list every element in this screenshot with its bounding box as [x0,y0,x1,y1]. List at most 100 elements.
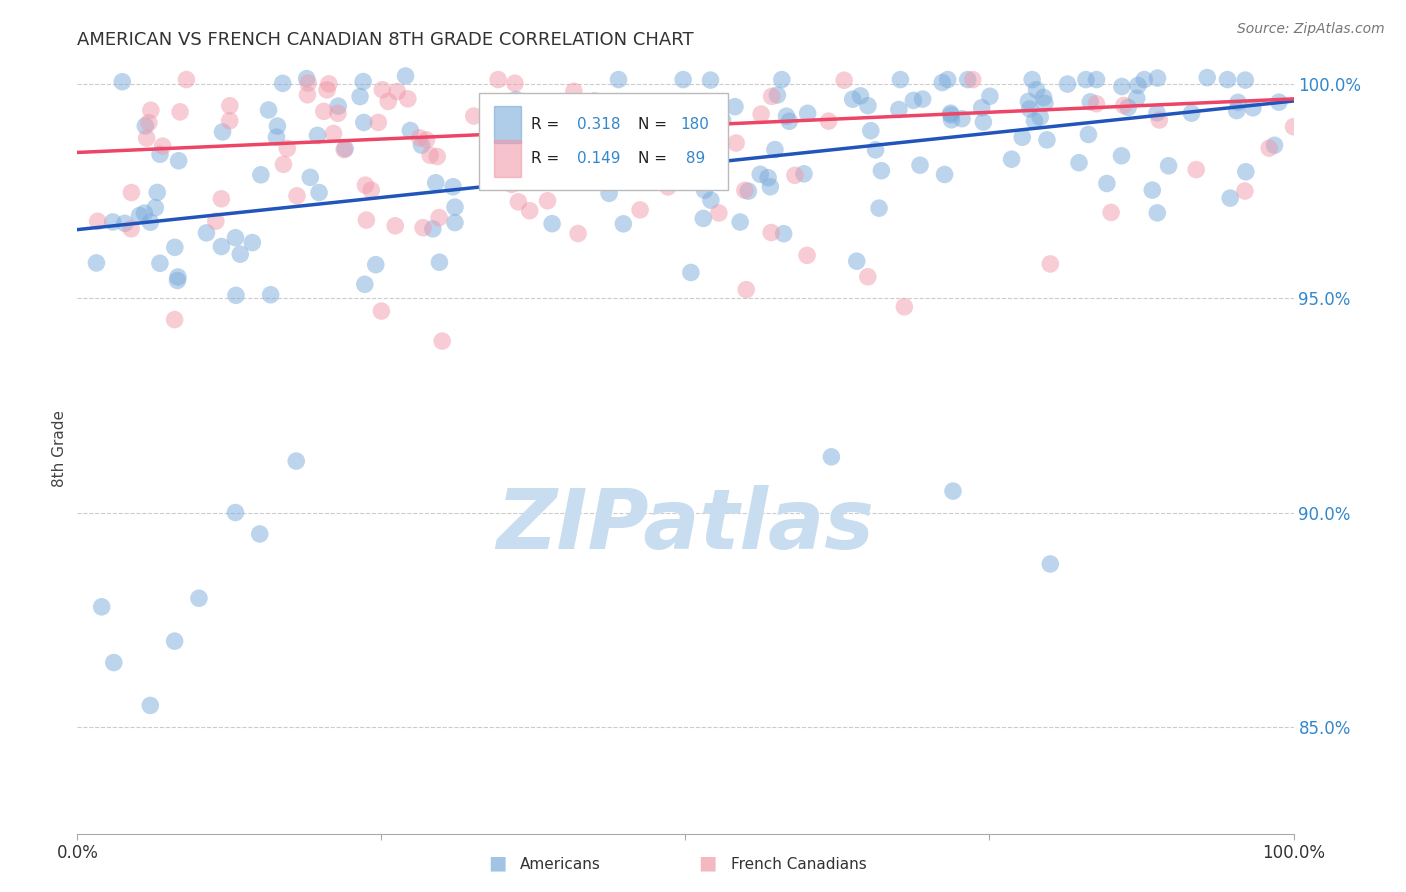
Point [578,162,600,177]
Point [699,73,721,87]
Point [1226,103,1249,118]
Point [326,106,349,120]
Point [711,113,734,128]
Point [725,136,748,150]
Point [845,254,868,268]
FancyBboxPatch shape [495,105,522,143]
Point [936,72,959,87]
Point [1018,102,1040,116]
Point [939,106,962,120]
Point [134,119,156,133]
Point [501,174,523,188]
Point [1146,71,1168,86]
Point [101,215,124,229]
Point [505,93,527,107]
Point [1078,95,1101,109]
Point [598,186,620,201]
Point [426,149,449,163]
Text: ZIPatlas: ZIPatlas [496,485,875,566]
Point [218,99,240,113]
Point [1039,257,1062,271]
Text: 0.318: 0.318 [578,117,620,132]
Text: AMERICAN VS FRENCH CANADIAN 8TH GRADE CORRELATION CHART: AMERICAN VS FRENCH CANADIAN 8TH GRADE CO… [77,31,695,49]
Point [908,158,931,172]
Point [856,99,879,113]
Point [166,273,188,287]
Point [502,161,524,175]
Point [384,219,406,233]
Text: N =: N = [638,117,672,132]
Point [134,206,156,220]
Point [1216,72,1239,87]
Point [761,226,783,240]
Point [623,134,645,148]
Point [515,111,537,125]
Text: R =: R = [531,152,564,167]
Point [1146,206,1168,220]
Point [394,69,416,83]
Point [770,72,793,87]
Point [1149,113,1171,128]
Point [508,194,530,209]
Point [167,270,190,285]
Point [1033,96,1056,111]
Point [427,211,450,225]
Point [316,83,339,97]
Point [1116,100,1139,114]
Point [353,277,375,292]
Point [111,75,134,89]
Point [612,217,634,231]
Point [724,100,747,114]
Point [249,527,271,541]
Point [149,147,172,161]
Point [387,85,409,99]
Point [218,113,240,128]
Point [176,72,198,87]
Text: Americans: Americans [520,857,602,872]
Point [1024,114,1046,128]
Point [793,167,815,181]
Point [1067,155,1090,169]
Point [903,94,925,108]
Point [666,155,689,169]
Point [887,103,910,117]
Point [396,92,419,106]
Point [120,222,142,236]
Point [1219,191,1241,205]
Point [679,265,702,279]
Point [763,143,786,157]
Point [820,450,842,464]
Point [163,312,186,326]
Point [1185,162,1208,177]
Point [1039,557,1062,571]
Point [429,255,451,269]
Point [1233,184,1256,198]
Point [312,104,335,119]
Point [692,211,714,226]
Point [749,107,772,121]
Point [1021,72,1043,87]
Text: French Canadians: French Canadians [731,857,868,872]
Point [1077,128,1099,142]
Point [411,138,433,153]
Point [138,115,160,129]
Point [149,256,172,270]
Point [240,235,263,250]
Point [734,183,756,197]
Point [889,72,911,87]
Point [870,163,893,178]
Point [371,83,394,97]
FancyBboxPatch shape [495,140,522,178]
Point [1025,83,1047,97]
Text: N =: N = [638,152,672,167]
Point [225,288,247,302]
Point [931,76,953,90]
Point [654,159,676,173]
Point [501,178,523,192]
Point [367,115,389,129]
Point [444,200,467,214]
Point [408,130,430,145]
Point [503,76,526,90]
Point [496,128,519,142]
Point [972,115,994,129]
